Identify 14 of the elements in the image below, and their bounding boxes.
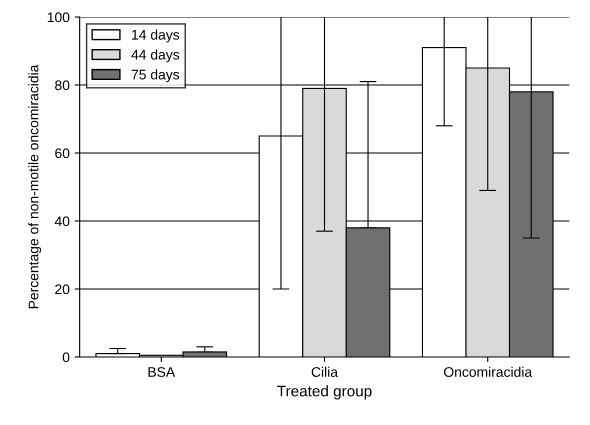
x-tick-label: Cilia — [312, 366, 338, 377]
legend-label: 14 days — [132, 30, 180, 42]
x-tick-label: BSA — [148, 367, 176, 377]
y-tick-label: 0 — [62, 352, 70, 362]
y-tick-label: 20 — [55, 284, 70, 294]
y-tick-label: 100 — [48, 12, 70, 22]
legend-label: 75 days — [132, 69, 180, 82]
x-tick-label: Oncomiracidia — [444, 366, 532, 377]
y-axis-title: Percentage of non-motile oncomiracidia — [28, 64, 42, 308]
y-tick-label: 40 — [54, 216, 70, 226]
y-tick-label: 80 — [55, 80, 70, 90]
legend-label: 44 days — [131, 49, 180, 62]
y-tick-label: 60 — [55, 148, 70, 158]
x-axis-title: Treated group — [277, 385, 372, 400]
